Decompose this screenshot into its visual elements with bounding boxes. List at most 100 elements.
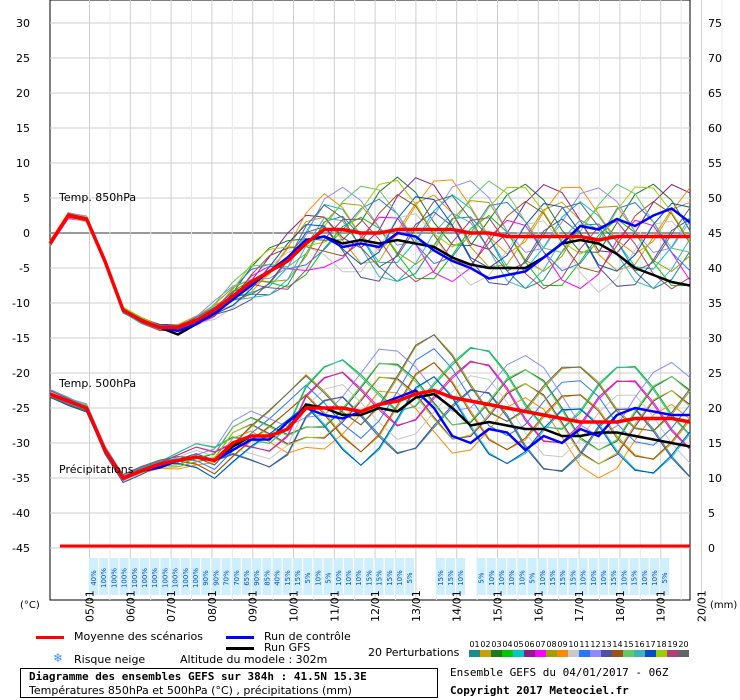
legend-control-swatch xyxy=(226,636,254,639)
y-right-tick-label: 60 xyxy=(708,122,722,135)
perturbation-swatch xyxy=(491,650,502,657)
perturbation-swatch xyxy=(590,650,601,657)
legend-snow-label: Risque neige xyxy=(74,653,146,666)
y-right-tick-label: 70 xyxy=(708,52,722,65)
perturbation-number: 15 xyxy=(623,640,634,649)
snow-risk-cell xyxy=(354,558,364,595)
perturbation-number: 01 xyxy=(469,640,480,649)
y-left-tick-label: -30 xyxy=(12,437,30,450)
y-left-tick-label: -20 xyxy=(12,367,30,380)
y-right-tick-label: 55 xyxy=(708,157,722,170)
perturbation-500-line xyxy=(49,334,691,476)
snow-risk-cell xyxy=(446,558,455,595)
y-right-tick-label: 0 xyxy=(708,542,715,555)
snow-risk-cell xyxy=(211,558,221,595)
x-tick-label: 11/01 xyxy=(328,590,341,622)
snow-risk-cell xyxy=(282,558,292,595)
section-label-precip: Précipitations xyxy=(59,463,134,476)
main-series-lines xyxy=(48,207,691,548)
snow-risk-cell xyxy=(140,558,149,595)
snow-risk-row: 40% 100% 100% 100% 100% 100% 100% 100% 100% 100% 1… xyxy=(89,558,670,595)
x-tick-label: 14/01 xyxy=(451,590,464,622)
snow-risk-value: 70% xyxy=(233,570,241,586)
snow-risk-value: 100% xyxy=(121,568,129,588)
x-tick-label: 08/01 xyxy=(206,590,219,622)
y-right-tick-label: 40 xyxy=(708,262,722,275)
snow-risk-cell xyxy=(384,558,394,595)
snow-risk-cell xyxy=(650,558,659,595)
snow-risk-cell xyxy=(191,558,200,595)
snow-risk-value: 15% xyxy=(294,570,302,586)
y-right-tick-label: 10 xyxy=(708,472,722,485)
snow-risk-cell xyxy=(456,558,466,595)
snow-risk-cell xyxy=(629,558,639,595)
snow-risk-cell xyxy=(486,558,496,595)
y-right-tick-label: 65 xyxy=(708,87,722,100)
legend-gfs-label: Run GFS xyxy=(264,641,311,654)
perturbation-swatch xyxy=(513,650,524,657)
snow-risk-cell xyxy=(364,558,374,595)
snow-risk-value: 5% xyxy=(325,572,333,583)
snow-risk-cell xyxy=(537,558,547,595)
snow-risk-value: 40% xyxy=(90,570,98,586)
snow-risk-value: 10% xyxy=(314,570,322,586)
snow-risk-value: 15% xyxy=(284,570,292,586)
snow-risk-value: 10% xyxy=(498,570,506,586)
legend-perturbations-label: 20 Perturbations xyxy=(368,646,460,659)
snow-risk-value: 100% xyxy=(182,568,190,588)
snow-risk-cell xyxy=(639,558,649,595)
snow-risk-cell xyxy=(129,558,139,595)
x-tick-label: 20/01 xyxy=(696,590,709,622)
snow-risk-cell xyxy=(242,558,251,595)
snow-risk-cell xyxy=(599,558,608,595)
snow-risk-value: 10% xyxy=(620,570,628,586)
snow-risk-cell xyxy=(99,558,109,595)
snow-risk-cell xyxy=(507,558,517,595)
snow-risk-value: 100% xyxy=(161,568,169,588)
perturbation-swatch xyxy=(579,650,590,657)
snow-risk-cell xyxy=(374,558,384,595)
perturbation-swatch xyxy=(656,650,667,657)
chart-title: Diagramme des ensembles GEFS sur 384h : … xyxy=(29,670,367,683)
y-left-tick-label: -40 xyxy=(12,507,30,520)
perturbation-number: 17 xyxy=(645,640,656,649)
snow-risk-value: 100% xyxy=(192,568,200,588)
snow-risk-value: 5% xyxy=(478,572,486,583)
y-left-tick-label: 20 xyxy=(16,87,30,100)
snow-risk-value: 15% xyxy=(437,570,445,586)
snow-risk-cell xyxy=(109,558,119,595)
x-tick-label: 19/01 xyxy=(655,590,668,622)
perturbation-number: 04 xyxy=(502,640,513,649)
snow-risk-cell xyxy=(160,558,170,595)
snow-risk-cell xyxy=(395,558,404,595)
snow-risk-value: 10% xyxy=(396,570,404,586)
snow-risk-value: 15% xyxy=(365,570,373,586)
legend-mean-label: Moyenne des scénarios xyxy=(74,630,203,643)
snow-risk-value: 10% xyxy=(488,570,496,586)
snow-risk-cell xyxy=(405,558,415,595)
perturbation-swatch xyxy=(623,650,634,657)
x-tick-label: 12/01 xyxy=(369,590,382,622)
perturbation-850-line xyxy=(49,215,691,332)
snow-risk-value: 10% xyxy=(641,570,649,586)
y-left-tick-label: -5 xyxy=(19,262,30,275)
perturbation-swatch xyxy=(524,650,535,657)
snow-risk-cell xyxy=(252,558,262,595)
snow-risk-cell xyxy=(588,558,598,595)
snow-risk-value: 85% xyxy=(263,570,271,586)
snow-risk-cell xyxy=(568,558,578,595)
chart-subtitle: Températures 850hPa et 500hPa (°C) , pré… xyxy=(29,684,352,697)
y-right-tick-label: 20 xyxy=(708,402,722,415)
info-box: Diagramme des ensembles GEFS sur 384h : … xyxy=(20,668,438,698)
perturbation-swatch xyxy=(502,650,513,657)
perturbation-swatch xyxy=(469,650,480,657)
perturbation-number: 20 xyxy=(678,640,689,649)
perturbation-swatch xyxy=(535,650,546,657)
x-tick-label: 09/01 xyxy=(247,590,260,622)
snow-risk-value: 15% xyxy=(610,570,618,586)
perturbation-swatch xyxy=(568,650,579,657)
snow-risk-value: 15% xyxy=(549,570,557,586)
snow-risk-cell xyxy=(313,558,323,595)
y-left-tick-label: -25 xyxy=(12,402,30,415)
perturbation-number: 08 xyxy=(546,640,557,649)
